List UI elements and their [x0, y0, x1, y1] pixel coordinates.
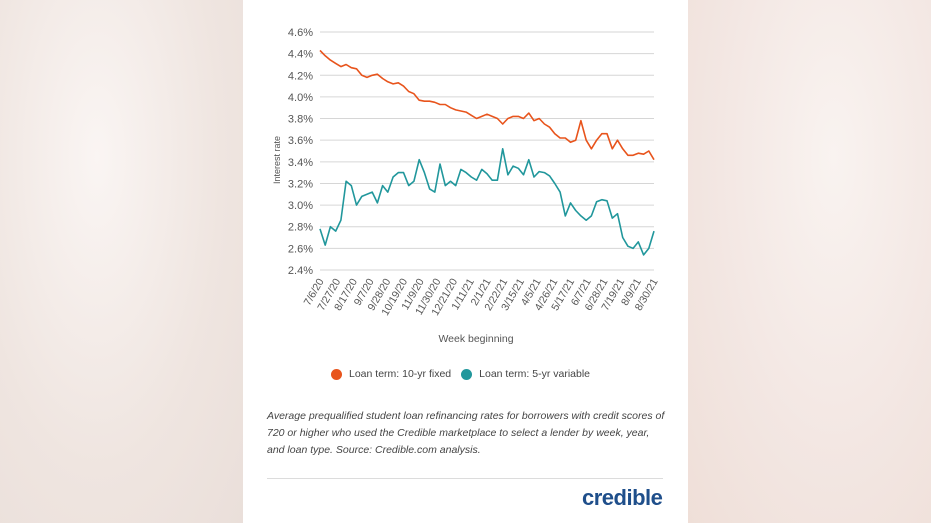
- blurred-background-right: [688, 0, 931, 523]
- y-tick-label: 4.4%: [288, 49, 313, 61]
- y-tick-label: 4.2%: [288, 70, 313, 82]
- y-tick-label: 3.8%: [288, 114, 313, 126]
- chart-caption: Average prequalified student loan refina…: [267, 410, 665, 456]
- legend-label-5yr: Loan term: 5-yr variable: [479, 368, 591, 380]
- y-tick-label: 3.6%: [288, 135, 313, 147]
- y-tick-label: 3.4%: [288, 157, 313, 169]
- legend-label-10yr: Loan term: 10-yr fixed: [349, 368, 452, 380]
- y-tick-label: 2.4%: [288, 265, 313, 277]
- chart-card: [243, 0, 688, 523]
- y-tick-label: 3.2%: [288, 178, 313, 190]
- legend: Loan term: 10-yr fixed Loan term: 5-yr v…: [331, 368, 600, 380]
- legend-swatch-5yr: [461, 368, 473, 380]
- series-line-10yr-fixed: [319, 49, 655, 161]
- y-tick-label: 2.8%: [288, 222, 313, 234]
- blurred-background-left: [0, 0, 243, 523]
- y-tick-label: 2.6%: [288, 243, 313, 255]
- legend-swatch-10yr: [331, 368, 342, 380]
- x-axis-label: Week beginning: [438, 333, 513, 345]
- legend-item-10yr: Loan term: 10-yr fixed: [331, 368, 451, 380]
- credible-logo: credible: [582, 485, 663, 510]
- legend-item-5yr: Loan term: 5-yr variable: [461, 368, 590, 380]
- series-line-5yr-variable: [319, 148, 655, 256]
- y-tick-label: 4.6%: [288, 27, 313, 39]
- divider: [267, 478, 663, 479]
- y-axis-label: Interest rate: [272, 136, 282, 184]
- y-tick-label: 4.0%: [288, 92, 313, 104]
- y-tick-label: 3.0%: [288, 200, 313, 212]
